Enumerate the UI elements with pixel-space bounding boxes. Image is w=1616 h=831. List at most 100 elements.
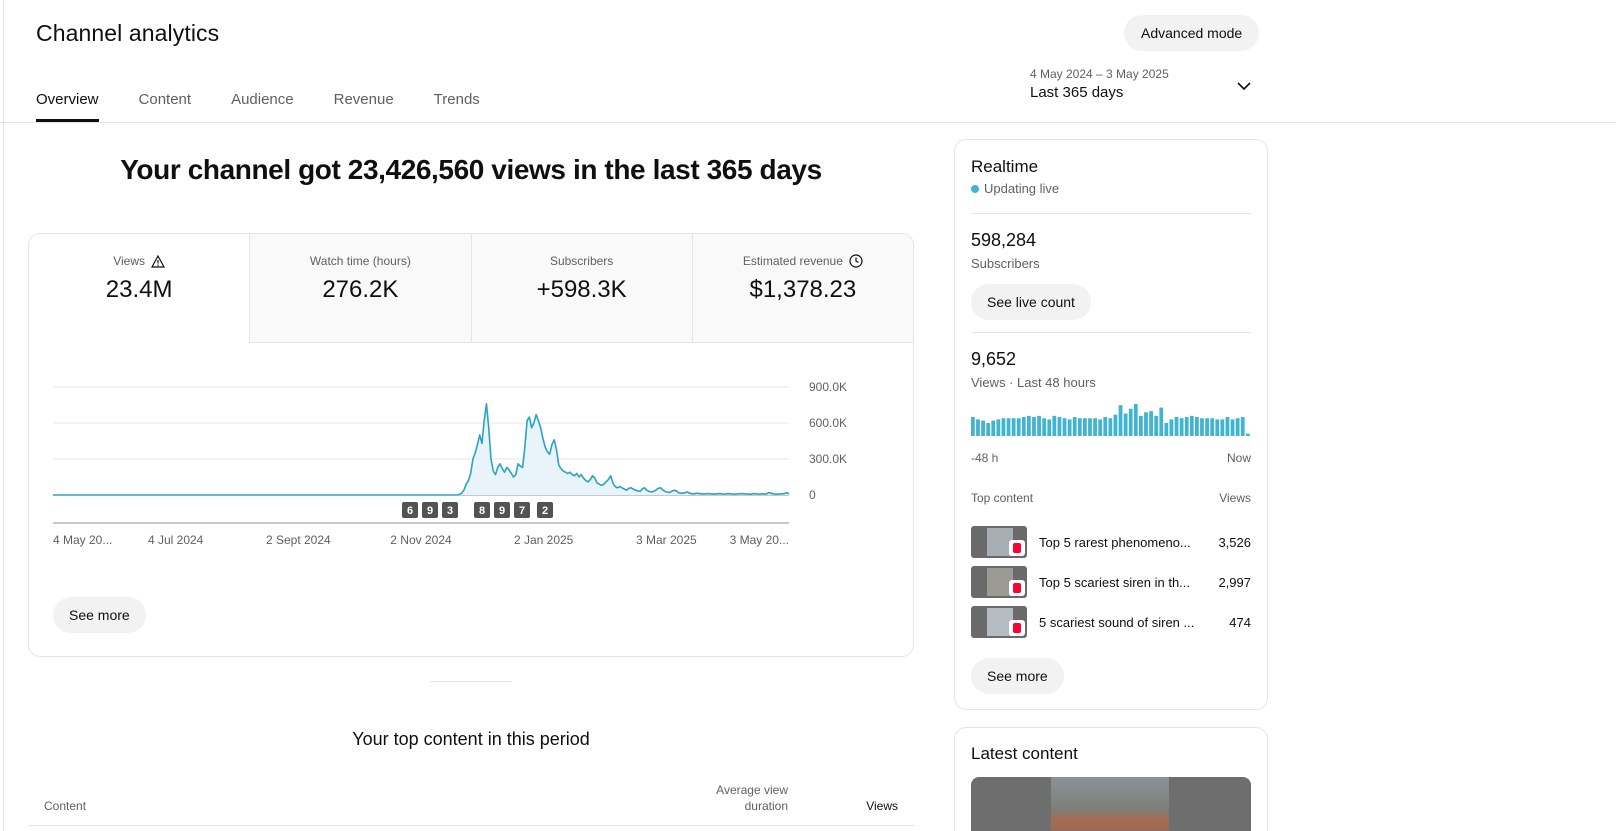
y-tick-label: 900.0K [809, 380, 847, 394]
see-more-button[interactable]: See more [53, 597, 146, 633]
content-marker-label: 8 [479, 505, 485, 517]
sparkline-end-label: Now [1226, 451, 1251, 465]
divider [971, 332, 1251, 333]
video-title: Top 5 scariest siren in th... [1039, 574, 1191, 590]
section-divider [430, 681, 512, 682]
metric-revenue[interactable]: Estimated revenue $1,378.23 [691, 234, 913, 343]
y-tick-label: 300.0K [809, 452, 847, 466]
date-range-dates: 4 May 2024 – 3 May 2025 [1030, 67, 1169, 81]
warning-icon [151, 254, 166, 268]
realtime-card: Realtime Updating live 598,284 Subscribe… [954, 139, 1268, 710]
overview-headline: Your channel got 23,426,560 views in the… [120, 154, 822, 185]
sparkline-bar [1169, 419, 1174, 436]
sparkline-bar [1011, 418, 1016, 436]
date-range-picker[interactable]: 4 May 2024 – 3 May 2025 Last 365 days [1030, 66, 1258, 104]
see-live-count-button[interactable]: See live count [971, 284, 1091, 320]
live-label: Updating live [984, 181, 1060, 196]
divider [971, 213, 1251, 214]
sparkline-bar [1159, 407, 1164, 436]
see-more-button[interactable]: See more [971, 658, 1064, 694]
metric-label: Watch time (hours) [309, 254, 411, 268]
sparkline-bar [1001, 418, 1006, 436]
metric-label: Subscribers [549, 254, 614, 268]
live-dot-icon [971, 184, 979, 193]
list-item[interactable]: 5 scariest sound of siren ... 474 [971, 606, 1251, 638]
metric-tabs: Views 23.4M Watch time (hours) 276.2K Su… [29, 234, 913, 343]
shorts-icon [1009, 620, 1025, 636]
table-header-divider [28, 825, 914, 826]
column-header-avg-view-duration[interactable]: Average view duration [716, 783, 788, 813]
latest-content-title: Latest content [971, 744, 1078, 763]
sparkline-start-label: -48 h [971, 451, 999, 465]
metric-watch-time[interactable]: Watch time (hours) 276.2K [249, 234, 471, 343]
metric-label: Views [113, 254, 146, 268]
latest-content-thumbnail[interactable] [971, 777, 1251, 831]
realtime-views-value: 9,652 [971, 349, 1017, 369]
x-tick-label: 3 Mar 2025 [636, 533, 697, 547]
metric-views[interactable]: Views 23.4M [29, 234, 250, 343]
content-marker-label: 9 [427, 505, 433, 517]
video-thumbnail [971, 606, 1027, 638]
sparkline-bar [1174, 417, 1179, 436]
sparkline-bar [1052, 415, 1057, 436]
sparkline-bar [1210, 418, 1215, 436]
top-content-title: Your top content in this period [352, 729, 590, 749]
sparkline-bar [1016, 418, 1021, 436]
video-views: 474 [1229, 614, 1251, 630]
content-marker [494, 502, 510, 518]
content-marker-label: 7 [519, 505, 525, 517]
sparkline-bar [976, 419, 980, 436]
x-tick-label: 4 May 20... [53, 533, 112, 547]
x-tick-label: 2 Sept 2024 [266, 533, 331, 547]
sparkline-bar [1230, 419, 1235, 436]
video-thumbnail [971, 566, 1027, 598]
video-views: 2,997 [1218, 574, 1251, 590]
realtime-views-sparkline[interactable] [971, 402, 1251, 436]
tab-audience[interactable]: Audience [231, 91, 294, 108]
views-chart-svg: 900.0K 600.0K 300.0K 0 4 May 20... 4 Jul 2024… [53, 380, 847, 547]
x-tick-label: 2 Jan 2025 [514, 533, 574, 547]
column-header-views[interactable]: Views [866, 799, 898, 813]
list-item[interactable]: Top 5 scariest siren in th... 2,997 [971, 566, 1251, 598]
content-marker [537, 502, 553, 518]
video-views: 3,526 [1218, 534, 1251, 550]
sparkline-bar [1057, 417, 1062, 436]
advanced-mode-button[interactable]: Advanced mode [1124, 15, 1260, 51]
page-left-border [3, 0, 4, 831]
page-header: Channel analytics Advanced mode Overview… [0, 0, 1616, 123]
list-item[interactable]: Top 5 rarest phenomeno... 3,526 [971, 526, 1251, 558]
realtime-subscribers-value: 598,284 [971, 230, 1037, 250]
sparkline-bar [1037, 415, 1041, 436]
tab-revenue[interactable]: Revenue [333, 91, 394, 108]
realtime-title: Realtime [971, 157, 1039, 176]
column-header-content[interactable]: Content [44, 799, 87, 813]
overview-chart-card: Views 23.4M Watch time (hours) 276.2K Su… [28, 233, 914, 657]
sparkline-bar [991, 420, 996, 436]
views-chart[interactable]: 900.0K 600.0K 300.0K 0 4 May 20... 4 Jul 2024… [29, 343, 913, 573]
shorts-icon [1009, 540, 1025, 556]
sparkline-bar [1164, 422, 1169, 436]
views-area [53, 403, 789, 495]
tab-trends[interactable]: Trends [433, 91, 480, 108]
realtime-views-label: Views · Last 48 hours [971, 375, 1096, 390]
sparkline-bar [1235, 418, 1240, 436]
sparkline-bar [971, 417, 975, 436]
page-title: Channel analytics [36, 20, 220, 46]
sparkline-bar [1154, 415, 1159, 436]
tab-bar: Overview Content Audience Revenue Trends [36, 78, 520, 122]
sparkline-bar [1240, 417, 1245, 436]
y-tick-label: 600.0K [809, 416, 847, 430]
tab-overview[interactable]: Overview [36, 78, 99, 122]
sparkline-bar [1083, 418, 1087, 436]
metric-subscribers[interactable]: Subscribers +598.3K [470, 234, 692, 343]
sparkline-bar [1067, 419, 1072, 436]
chevron-down-icon[interactable] [1236, 78, 1252, 94]
top-content-views-header: Views [1219, 491, 1251, 505]
metric-value: 276.2K [322, 276, 399, 303]
sparkline-bar [1133, 404, 1138, 436]
tab-content[interactable]: Content [138, 91, 192, 108]
shorts-icon [1009, 580, 1025, 596]
clock-icon [849, 254, 863, 268]
sparkline-bar [1113, 414, 1118, 436]
x-tick-label: 3 May 20... [730, 533, 789, 547]
